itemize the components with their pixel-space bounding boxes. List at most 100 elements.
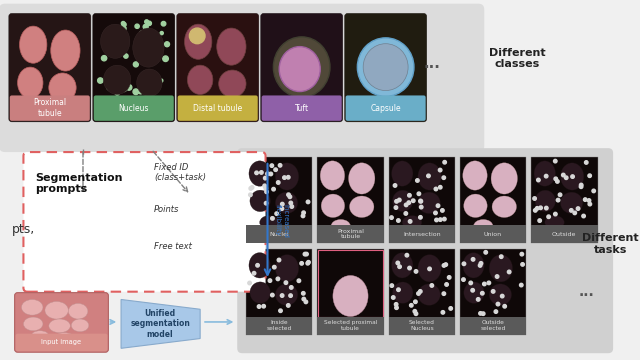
Ellipse shape: [132, 28, 164, 67]
Ellipse shape: [492, 196, 516, 217]
FancyBboxPatch shape: [262, 95, 342, 121]
Circle shape: [120, 44, 125, 48]
Circle shape: [419, 199, 422, 203]
Bar: [317, 317, 384, 335]
Text: Union: Union: [484, 231, 502, 237]
Circle shape: [556, 198, 560, 202]
Circle shape: [133, 89, 139, 95]
Circle shape: [277, 258, 281, 262]
Circle shape: [265, 190, 268, 194]
Ellipse shape: [349, 196, 374, 217]
Ellipse shape: [464, 282, 484, 303]
Ellipse shape: [275, 192, 298, 213]
Circle shape: [160, 32, 163, 35]
Circle shape: [545, 174, 548, 178]
Circle shape: [252, 271, 256, 275]
Circle shape: [115, 91, 119, 95]
Ellipse shape: [249, 253, 271, 278]
Circle shape: [438, 168, 442, 172]
FancyBboxPatch shape: [9, 13, 91, 122]
Text: Fixed ID
(class+task): Fixed ID (class+task): [154, 163, 206, 182]
Text: Capsule: Capsule: [371, 104, 401, 113]
Circle shape: [430, 284, 433, 287]
Circle shape: [152, 58, 156, 61]
Ellipse shape: [22, 300, 43, 315]
Circle shape: [248, 281, 252, 285]
Circle shape: [189, 28, 205, 44]
Circle shape: [443, 217, 446, 221]
Ellipse shape: [333, 275, 368, 316]
Circle shape: [392, 296, 395, 299]
Bar: [317, 157, 384, 243]
Circle shape: [445, 283, 449, 286]
Circle shape: [554, 159, 557, 163]
Circle shape: [122, 26, 126, 31]
Ellipse shape: [68, 303, 88, 319]
Circle shape: [471, 258, 475, 261]
Circle shape: [410, 303, 413, 307]
Circle shape: [415, 179, 419, 182]
Ellipse shape: [464, 194, 487, 217]
FancyBboxPatch shape: [0, 4, 484, 152]
Circle shape: [462, 262, 466, 266]
Circle shape: [397, 288, 400, 292]
Ellipse shape: [51, 30, 80, 71]
FancyBboxPatch shape: [9, 13, 91, 122]
Circle shape: [122, 22, 126, 27]
Bar: [246, 157, 312, 243]
Circle shape: [140, 31, 144, 35]
FancyBboxPatch shape: [344, 13, 427, 122]
Text: Points: Points: [154, 205, 180, 214]
Circle shape: [554, 212, 557, 216]
Circle shape: [143, 24, 148, 29]
Bar: [531, 157, 598, 243]
Ellipse shape: [273, 37, 330, 98]
Circle shape: [263, 184, 266, 188]
Circle shape: [297, 279, 301, 283]
Ellipse shape: [489, 255, 513, 282]
Circle shape: [264, 176, 267, 180]
Circle shape: [592, 189, 595, 193]
Circle shape: [137, 42, 141, 46]
Circle shape: [414, 270, 418, 273]
Circle shape: [576, 207, 580, 210]
Circle shape: [287, 193, 291, 197]
Ellipse shape: [320, 161, 344, 190]
Circle shape: [289, 294, 292, 297]
Circle shape: [307, 200, 310, 204]
FancyBboxPatch shape: [93, 13, 175, 122]
Circle shape: [117, 77, 122, 82]
Circle shape: [278, 163, 282, 167]
FancyBboxPatch shape: [237, 148, 613, 353]
Text: Outside: Outside: [552, 231, 577, 237]
Circle shape: [579, 183, 583, 187]
Circle shape: [275, 212, 278, 215]
Circle shape: [122, 72, 126, 76]
FancyBboxPatch shape: [178, 95, 258, 121]
Circle shape: [287, 176, 290, 179]
Text: ...: ...: [423, 56, 440, 71]
Circle shape: [122, 87, 127, 91]
Circle shape: [492, 290, 495, 293]
Ellipse shape: [260, 216, 279, 229]
Ellipse shape: [250, 282, 271, 303]
Circle shape: [113, 44, 116, 47]
Circle shape: [570, 209, 573, 212]
Bar: [246, 249, 312, 335]
Ellipse shape: [392, 161, 413, 186]
Text: Selected
Nucleus: Selected Nucleus: [409, 320, 435, 331]
Circle shape: [412, 199, 415, 202]
Circle shape: [273, 265, 276, 269]
Circle shape: [441, 311, 445, 314]
Circle shape: [436, 204, 440, 207]
Circle shape: [306, 261, 310, 265]
Circle shape: [135, 24, 140, 28]
Ellipse shape: [392, 282, 413, 303]
Circle shape: [116, 40, 120, 44]
Circle shape: [419, 290, 422, 293]
Circle shape: [404, 203, 408, 207]
Circle shape: [271, 293, 274, 297]
Circle shape: [268, 279, 272, 282]
Circle shape: [271, 217, 274, 220]
Circle shape: [107, 86, 110, 90]
